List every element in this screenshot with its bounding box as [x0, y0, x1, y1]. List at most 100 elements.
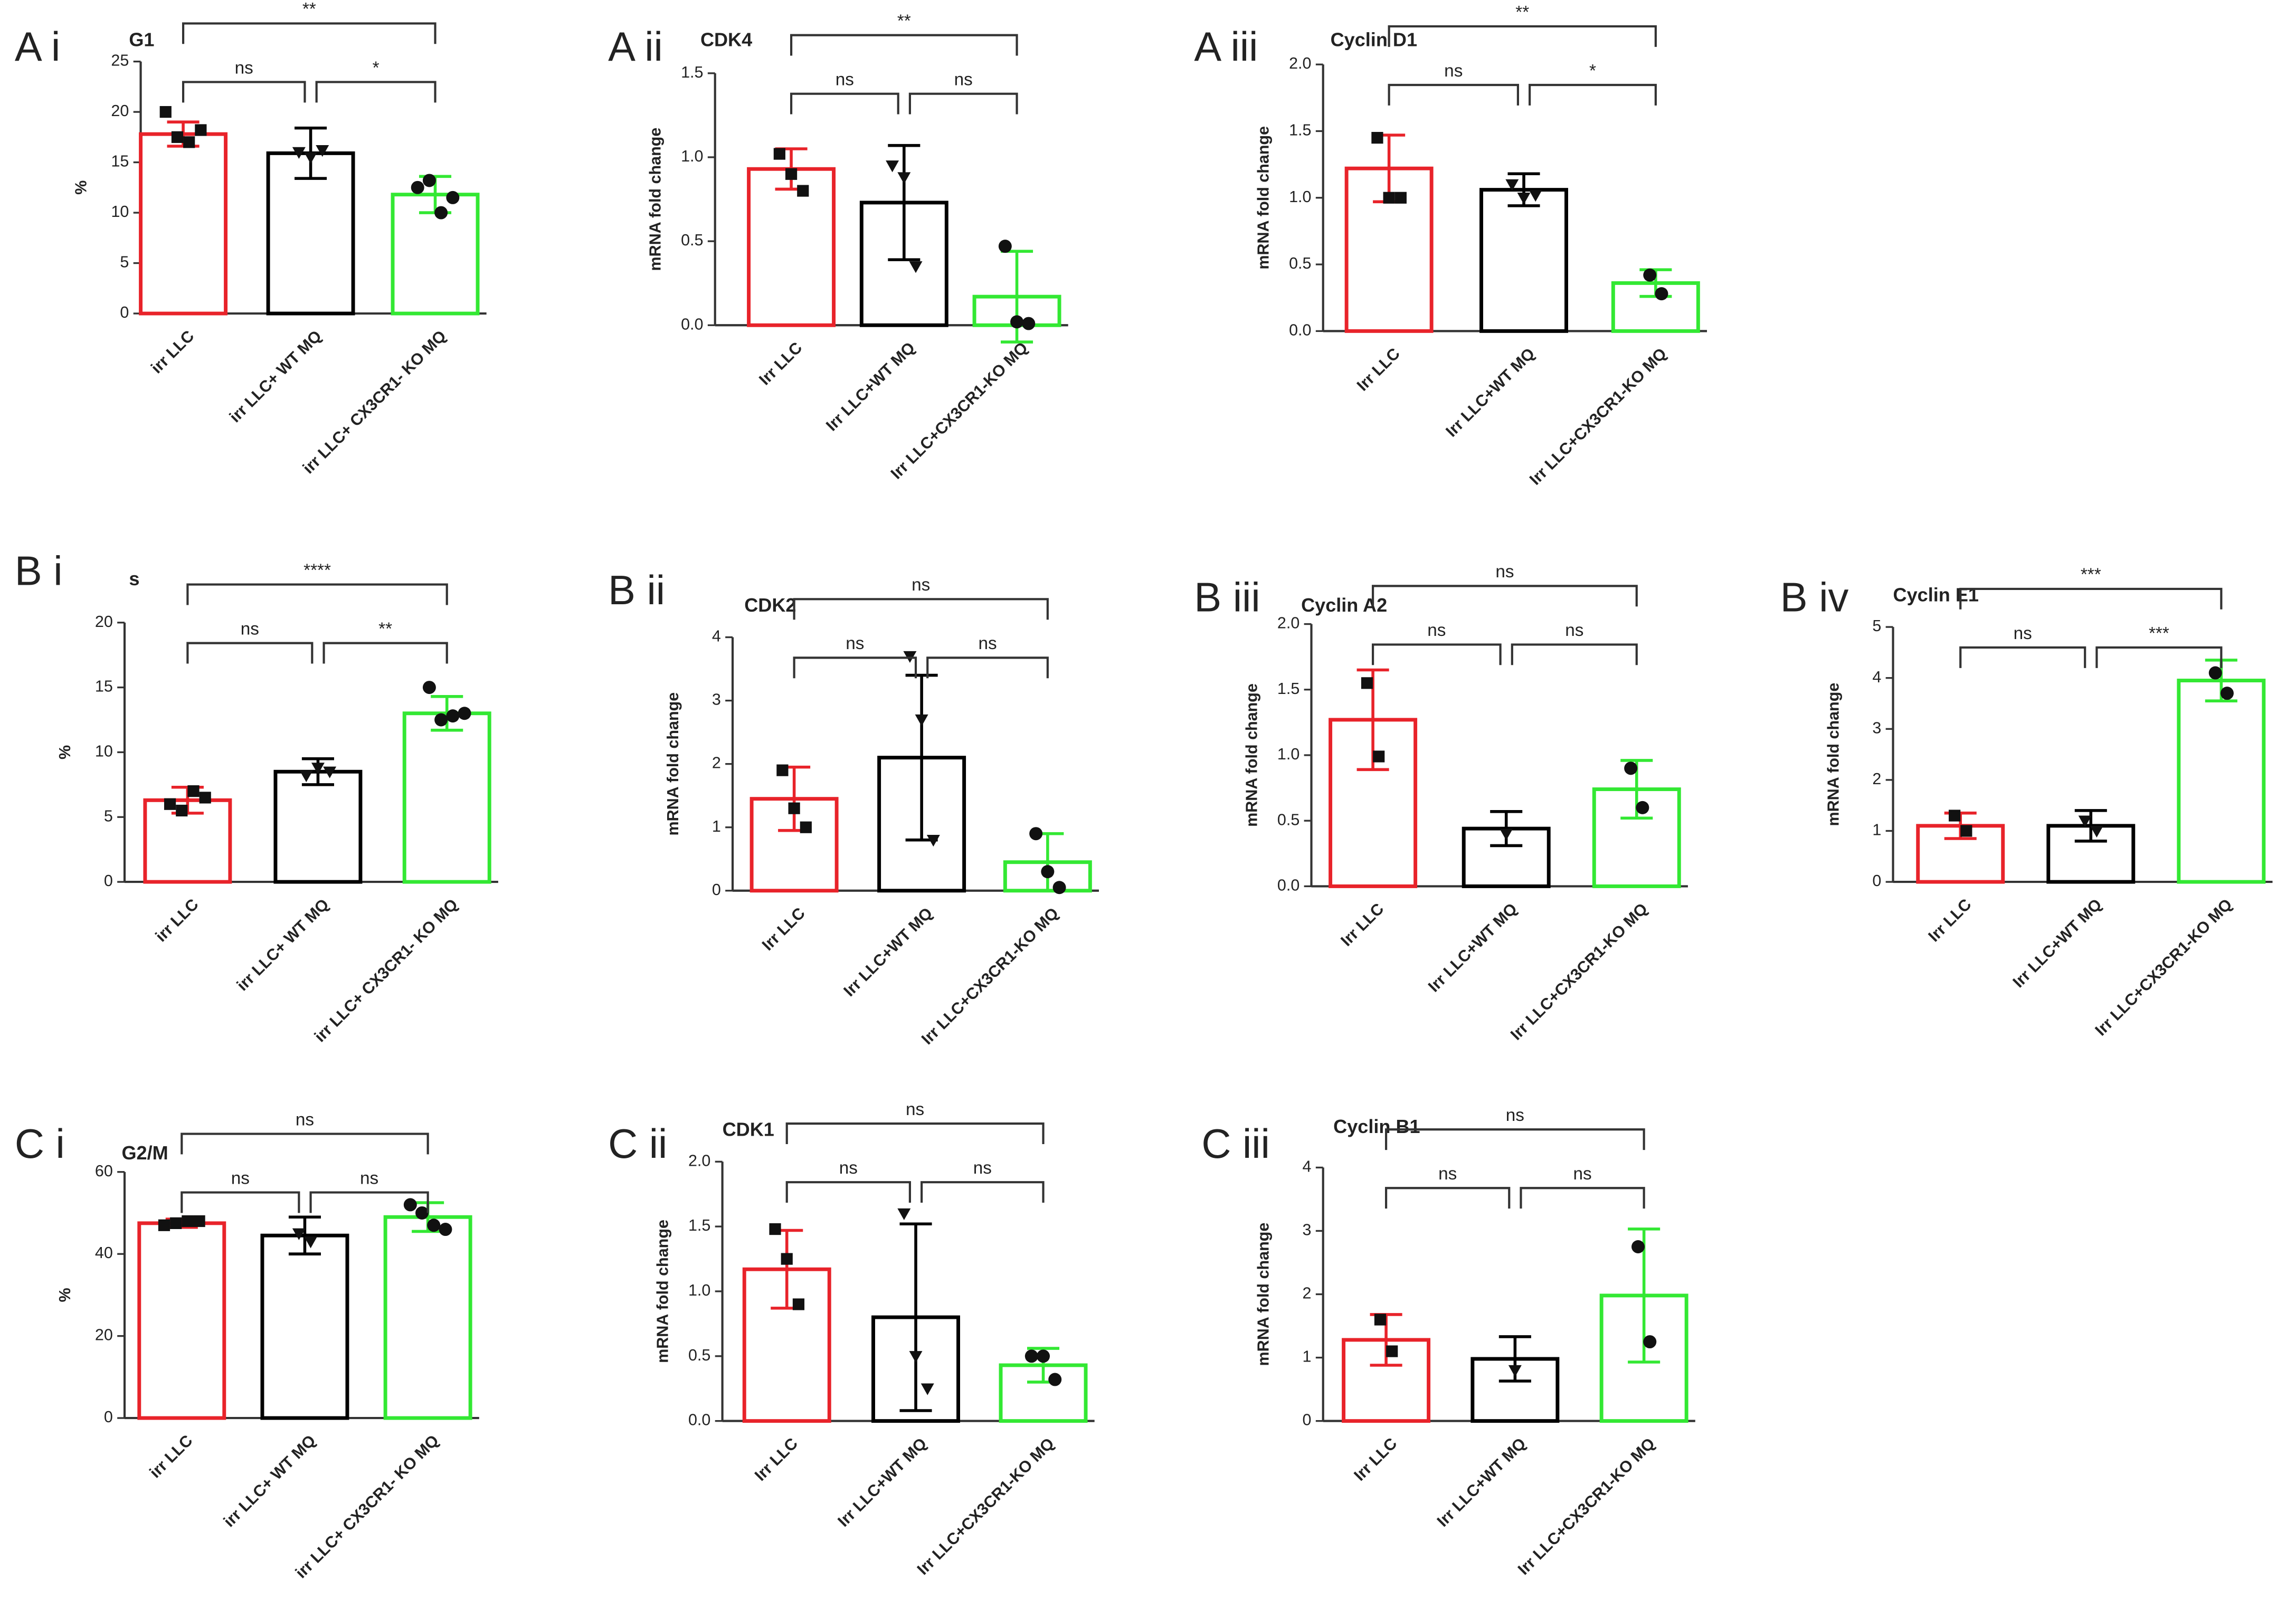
significance-label: ns [241, 619, 259, 639]
significance-label: *** [2149, 624, 2169, 643]
data-point [2220, 687, 2234, 700]
data-point [1361, 677, 1373, 689]
significance-label: ns [2014, 624, 2032, 643]
bar [1479, 188, 1568, 333]
significance-label: ns [360, 1168, 378, 1188]
data-point [1643, 1335, 1657, 1349]
significance-bracket [1388, 25, 1657, 47]
significance-label: ns [836, 70, 854, 89]
significance-label: ns [235, 58, 253, 78]
data-point [1041, 865, 1055, 879]
data-point [439, 1223, 452, 1236]
x-tick-label: Irr LLC+CX3CR1-KO MQ [1514, 1434, 1658, 1578]
significance-label: ns [1506, 1106, 1524, 1125]
chart-title: Cyclin E1 [1893, 584, 1979, 605]
panel-label: B iv [1780, 575, 1849, 621]
data-point [422, 681, 436, 694]
data-point [788, 802, 800, 814]
data-point [800, 821, 812, 833]
y-tick-label: 3 [1303, 1221, 1312, 1239]
significance-bracket [785, 1122, 1045, 1144]
x-tick-label: Irr LLC+CX3CR1-KO MQ [914, 1434, 1058, 1578]
y-tick-label: 1.0 [688, 1281, 710, 1299]
x-tick-label: irr LLC+ WT MQ [233, 896, 333, 995]
significance-label: ns [973, 1158, 992, 1178]
y-tick-label: 0 [120, 303, 129, 321]
data-point [897, 172, 911, 184]
x-tick-label: Irr LLC [1925, 896, 1975, 946]
panel-label: A iii [1194, 24, 1258, 70]
data-point [2078, 815, 2092, 827]
y-tick-label: 5 [120, 253, 129, 271]
y-tick-label: 0 [104, 1408, 113, 1426]
data-point [158, 1219, 170, 1231]
significance-bracket [186, 583, 448, 605]
y-tick-label: 1.5 [1289, 121, 1311, 139]
bar [2177, 679, 2266, 884]
data-point [1960, 825, 1972, 837]
significance-label: ** [302, 0, 316, 19]
error-bar [288, 1215, 321, 1255]
data-point [1052, 881, 1066, 894]
y-tick-label: 15 [111, 153, 129, 170]
data-point [926, 834, 940, 847]
x-tick-label: irr LLC [148, 327, 198, 377]
x-tick-label: Irr LLC [756, 339, 806, 389]
chart-title: Cyclin A2 [1301, 594, 1387, 616]
significance-bracket [1388, 83, 1520, 106]
y-axis-label: mRNA fold change [1243, 683, 1261, 827]
x-tick-label: Irr LLC [1351, 1434, 1401, 1484]
bar [273, 769, 363, 884]
data-point [415, 1206, 429, 1220]
significance-bracket [1959, 646, 2086, 668]
y-tick-label: 2 [1872, 770, 1881, 788]
significance-label: ns [978, 634, 997, 653]
data-point [422, 174, 436, 187]
data-point [915, 714, 928, 727]
data-point [292, 147, 306, 159]
significance-bracket [1520, 1187, 1645, 1209]
x-tick-label: Irr LLC [758, 904, 809, 954]
data-point [1517, 193, 1531, 205]
data-point [1024, 1349, 1038, 1363]
significance-bracket [793, 656, 917, 679]
y-tick-label: 4 [1303, 1157, 1312, 1175]
y-axis-label: % [56, 745, 74, 759]
error-bar [899, 1222, 932, 1412]
significance-label: ns [1495, 562, 1514, 582]
data-point [446, 191, 460, 204]
x-tick-label: Irr LLC+CX3CR1-KO MQ [1526, 345, 1670, 489]
y-tick-label: 10 [95, 742, 113, 760]
x-tick-label: irr LLC+ CX3CR1- KO MQ [311, 896, 461, 1046]
data-point [781, 1253, 793, 1265]
chart-title: Cyclin D1 [1331, 28, 1417, 50]
x-tick-label: Irr LLC [751, 1434, 801, 1484]
y-tick-label: 0.5 [681, 231, 703, 249]
panel-label: C i [15, 1121, 65, 1167]
data-point [193, 1215, 205, 1227]
y-tick-label: 1.5 [681, 63, 703, 81]
significance-bracket [1385, 1187, 1511, 1209]
y-tick-label: 2 [1303, 1284, 1312, 1302]
data-point [1949, 810, 1961, 822]
y-tick-label: 0.0 [1277, 876, 1299, 894]
data-point [886, 160, 899, 173]
x-tick-label: Irr LLC+WT MQ [1425, 900, 1521, 996]
data-point [1655, 287, 1668, 301]
significance-label: ** [897, 11, 911, 31]
data-point [304, 1236, 318, 1249]
data-point [797, 185, 809, 197]
panel-label: C ii [608, 1121, 667, 1167]
y-tick-label: 1.0 [681, 147, 703, 165]
bar [137, 1221, 226, 1420]
data-point [292, 1228, 306, 1240]
y-tick-label: 0 [1303, 1411, 1312, 1429]
panel-label: B i [15, 549, 63, 594]
y-tick-label: 2 [712, 754, 721, 772]
significance-bracket [309, 1191, 429, 1213]
data-point [323, 766, 337, 778]
data-point [1624, 762, 1638, 775]
panel-label: B iii [1194, 575, 1260, 621]
bar [139, 132, 228, 316]
x-tick-label: irr LLC+ WT MQ [226, 327, 325, 426]
